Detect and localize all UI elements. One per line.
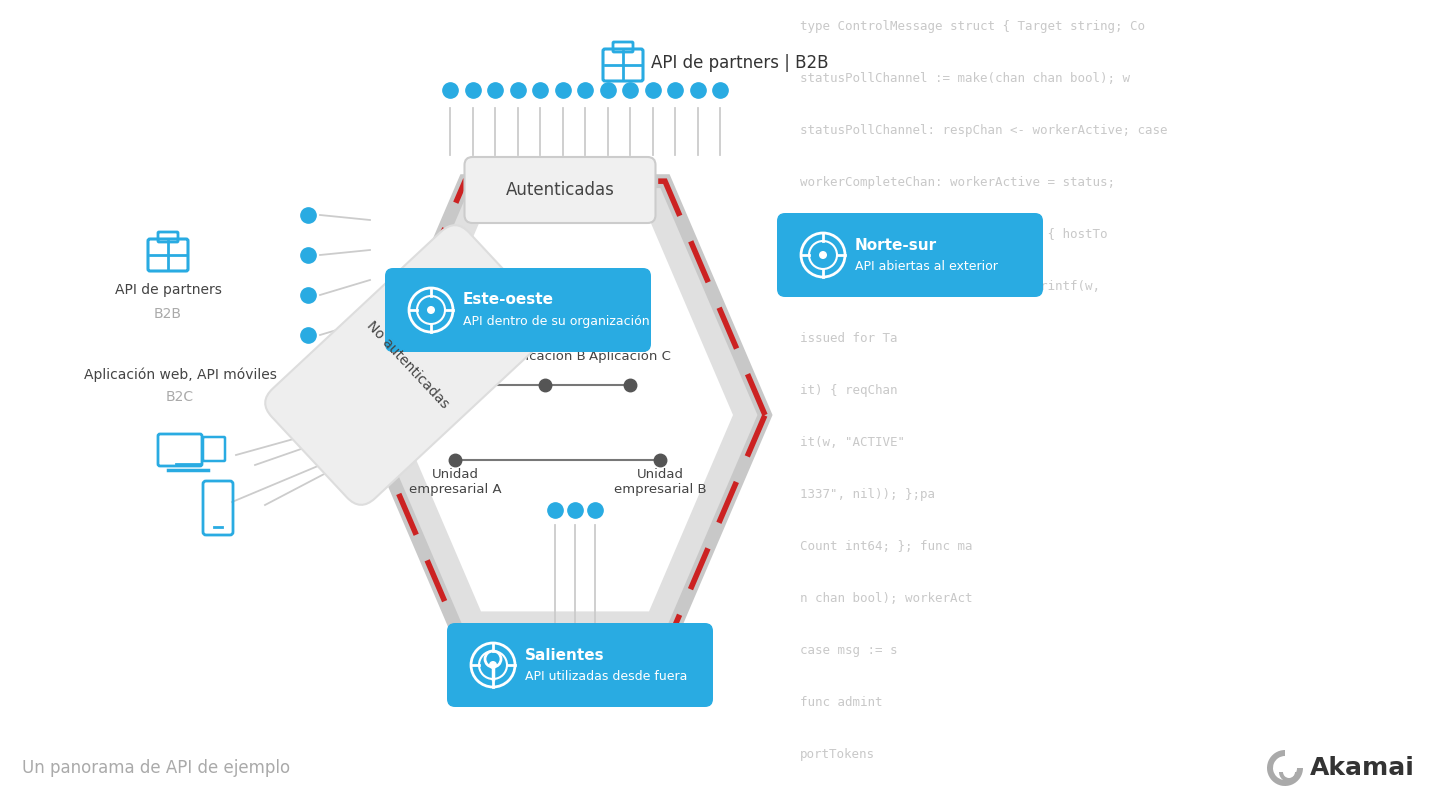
Text: statusPollChannel: respChan <- workerActive; case: statusPollChannel: respChan <- workerAct… (801, 124, 1168, 137)
Text: API de partners | B2B: API de partners | B2B (651, 54, 828, 72)
Polygon shape (364, 181, 765, 649)
Polygon shape (397, 219, 733, 612)
Text: Salientes: Salientes (526, 647, 605, 663)
Text: case msg := s: case msg := s (801, 644, 897, 657)
Text: func admint: func admint (801, 696, 883, 709)
Text: Count int64; }; func ma: Count int64; }; func ma (801, 540, 972, 553)
Text: B2C: B2C (166, 390, 194, 404)
Text: statusPollChannel := make(chan chan bool); w: statusPollChannel := make(chan chan bool… (801, 72, 1130, 85)
Wedge shape (1267, 750, 1303, 786)
Circle shape (428, 306, 435, 314)
Wedge shape (1279, 772, 1299, 782)
Text: workerCompleteChan: workerActive = status;: workerCompleteChan: workerActive = statu… (801, 176, 1115, 189)
Text: Aplicación C: Aplicación C (589, 350, 671, 363)
Text: it) { reqChan: it) { reqChan (801, 384, 897, 397)
Text: ResponseWriter, r *http.Request) { hostTo: ResponseWriter, r *http.Request) { hostT… (801, 228, 1107, 241)
Text: API de partners: API de partners (115, 283, 222, 297)
FancyBboxPatch shape (465, 157, 655, 223)
Text: Norte-sur: Norte-sur (855, 237, 937, 253)
Text: Akamai: Akamai (1310, 756, 1416, 780)
Text: Un panorama de API de ejemplo: Un panorama de API de ejemplo (22, 759, 289, 777)
Text: 10, nil); if err != nil { fmt.Fprintf(w,: 10, nil); if err != nil { fmt.Fprintf(w, (801, 280, 1100, 293)
Text: Este-oeste: Este-oeste (464, 292, 554, 308)
Text: type ControlMessage struct { Target string; Co: type ControlMessage struct { Target stri… (801, 20, 1145, 33)
FancyBboxPatch shape (384, 268, 651, 352)
Text: Unidad
empresarial B: Unidad empresarial B (613, 468, 706, 496)
Text: n chan bool); workerAct: n chan bool); workerAct (801, 592, 972, 605)
Text: API utilizadas desde fuera: API utilizadas desde fuera (526, 671, 687, 684)
Text: No autenticadas: No autenticadas (364, 318, 452, 411)
Text: Aplicación A: Aplicación A (415, 350, 495, 363)
Text: it(w, "ACTIVE": it(w, "ACTIVE" (801, 436, 904, 449)
Text: 1337", nil)); };pa: 1337", nil)); };pa (801, 488, 935, 501)
Text: Aplicación web, API móviles: Aplicación web, API móviles (84, 368, 276, 382)
Text: portTokens: portTokens (801, 748, 876, 761)
Text: API abiertas al exterior: API abiertas al exterior (855, 261, 998, 274)
Circle shape (819, 251, 827, 259)
Text: Unidad
empresarial A: Unidad empresarial A (409, 468, 501, 496)
Text: Aplicación B: Aplicación B (504, 350, 586, 363)
Text: Autenticadas: Autenticadas (505, 181, 615, 199)
FancyBboxPatch shape (778, 213, 1043, 297)
Text: B2B: B2B (154, 307, 181, 321)
Text: API dentro de su organización: API dentro de su organización (464, 316, 649, 329)
Circle shape (490, 661, 497, 669)
FancyBboxPatch shape (446, 623, 713, 707)
FancyBboxPatch shape (265, 225, 552, 505)
Text: issued for Ta: issued for Ta (801, 332, 897, 345)
